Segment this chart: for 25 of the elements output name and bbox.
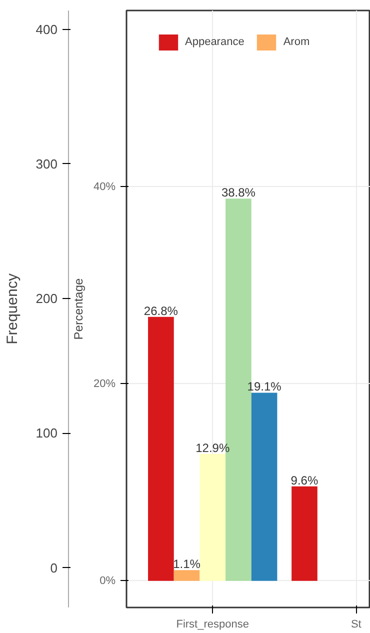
legend-label: Appearance (185, 36, 244, 48)
x-tick-label: St (350, 618, 362, 630)
y-tick-label: 0% (100, 574, 116, 587)
bar (174, 570, 200, 581)
y2-tick-label: 300 (36, 156, 58, 172)
bar (292, 486, 318, 581)
legend-label: Arom (283, 36, 310, 48)
y2-tick-label: 200 (36, 291, 58, 306)
bar (148, 316, 174, 581)
data-label: 12.9% (196, 440, 230, 455)
y2-tick-label: 100 (36, 426, 58, 441)
y-axis-title: Percentage (71, 278, 86, 340)
data-label: 9.6% (290, 473, 318, 488)
y2-tick-label: 0 (50, 560, 58, 576)
data-label: 38.8% (221, 186, 256, 200)
y-tick-label: 40% (93, 180, 116, 193)
data-label: 26.8% (144, 304, 178, 318)
bar (200, 454, 226, 581)
x-tick-label: First_response (176, 618, 250, 630)
y-tick-label: 20% (93, 378, 116, 390)
bar (251, 392, 278, 581)
y2-axis-title: Frequency (4, 273, 21, 344)
data-label: 1.1% (173, 557, 201, 572)
y2-tick-label: 400 (36, 22, 58, 37)
data-label: 19.1% (247, 380, 282, 394)
